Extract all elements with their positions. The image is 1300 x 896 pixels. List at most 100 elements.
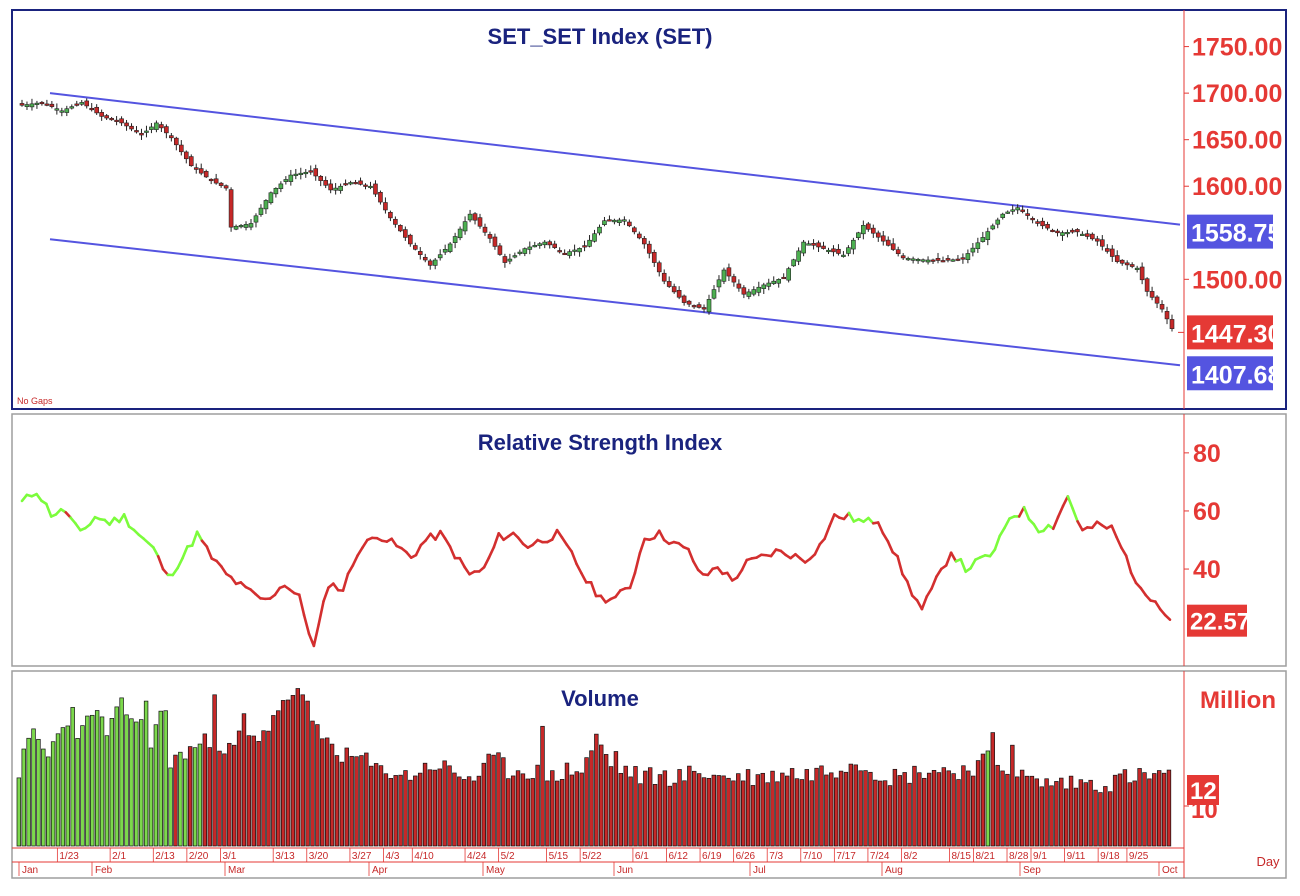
volume-bar — [897, 775, 902, 847]
volume-bar — [1039, 786, 1044, 847]
rsi-segment — [229, 575, 238, 586]
volume-bar — [995, 764, 1000, 847]
candle-body — [716, 279, 722, 288]
rsi-segment — [341, 572, 350, 592]
candle-body — [74, 103, 80, 106]
volume-bar — [266, 730, 271, 847]
volume-bar — [814, 767, 819, 847]
volume-bar — [1083, 782, 1088, 847]
candle-body — [29, 103, 35, 108]
rsi-segment — [152, 546, 160, 558]
candle-body — [482, 226, 488, 233]
candle-body — [84, 100, 90, 107]
volume-bar — [740, 780, 746, 847]
volume-bar — [212, 694, 217, 847]
candle-body — [313, 168, 319, 177]
volume-bar — [589, 750, 594, 847]
volume-bar — [1147, 778, 1152, 847]
candle-body — [905, 258, 911, 261]
date-label: 6/26 — [736, 851, 756, 862]
rsi-segment — [633, 552, 642, 575]
volume-bar — [94, 710, 100, 847]
rsi-segment — [463, 565, 471, 576]
volume-bar — [16, 777, 22, 847]
date-label: 1/23 — [59, 851, 79, 862]
rsi-segment — [1129, 571, 1138, 585]
candle-body — [990, 225, 996, 230]
volume-bar — [1063, 788, 1069, 847]
volume-bar — [403, 770, 408, 847]
volume-bar — [721, 775, 726, 847]
volume-bar — [760, 772, 765, 847]
candle-body — [34, 102, 40, 105]
candle-body — [1159, 304, 1165, 310]
volume-bar — [956, 779, 961, 847]
candle-body — [622, 219, 627, 222]
volume-bar — [1098, 792, 1103, 847]
volume-last-tag: 12 — [1190, 778, 1217, 805]
rsi-segment — [949, 551, 958, 563]
last-price-tag-bg — [1187, 315, 1273, 350]
volume-bar — [785, 775, 790, 847]
candle-body — [1075, 229, 1080, 233]
volume-bar — [320, 738, 325, 847]
candle-body — [522, 248, 528, 254]
volume-bar — [207, 747, 212, 847]
volume-bar — [222, 753, 227, 847]
rsi-segment — [657, 529, 666, 542]
candle-body — [686, 300, 692, 305]
candle-body — [1139, 266, 1145, 281]
candle-body — [323, 180, 328, 186]
candle-body — [641, 238, 647, 245]
volume-bar — [789, 768, 795, 847]
candle-body — [671, 286, 677, 293]
candle-body — [1070, 229, 1075, 233]
volume-bar — [1122, 769, 1128, 847]
volume-bar — [970, 775, 976, 847]
candle-body — [398, 225, 403, 232]
date-label: 3/13 — [275, 851, 295, 862]
candle-body — [821, 245, 826, 249]
volume-bar — [520, 773, 526, 847]
volume-bar — [525, 778, 531, 847]
rsi-segment — [390, 537, 398, 548]
volume-bar — [114, 706, 119, 847]
candle-body — [358, 180, 363, 185]
volume-bar — [246, 735, 252, 847]
candle-body — [193, 167, 199, 170]
month-label: Sep — [1023, 865, 1041, 876]
candle-body — [1114, 255, 1120, 262]
candle-body — [164, 126, 169, 134]
volume-bar — [892, 768, 898, 847]
volume-bar — [603, 754, 609, 847]
rsi-segment — [176, 556, 184, 570]
month-label: May — [486, 865, 505, 876]
candle-body — [572, 249, 577, 252]
volume-bar — [373, 763, 379, 847]
month-label: Oct — [1162, 865, 1178, 876]
candle-body — [746, 291, 752, 297]
volume-bar — [633, 766, 638, 847]
volume-bar — [99, 716, 105, 847]
price-tick-label: 1650.00 — [1192, 127, 1282, 155]
volume-bar — [946, 770, 951, 847]
candle-body — [602, 220, 607, 225]
volume-bar — [554, 780, 560, 847]
month-label: Jul — [753, 865, 766, 876]
volume-bar — [41, 748, 46, 847]
rsi-segment — [906, 580, 914, 597]
candle-body — [188, 156, 194, 167]
volume-bar — [280, 700, 286, 847]
candle-body — [607, 219, 612, 222]
candle-body — [836, 248, 841, 254]
candle-body — [318, 176, 324, 181]
candle-body — [59, 110, 65, 113]
candle-body — [393, 218, 398, 225]
rsi-line — [20, 492, 1172, 648]
volume-bar — [471, 780, 477, 847]
candle-body — [328, 183, 333, 191]
volume-bar — [290, 695, 296, 847]
rsi-segment — [297, 593, 306, 617]
volume-bar — [907, 782, 912, 847]
volume-bar — [716, 775, 721, 847]
